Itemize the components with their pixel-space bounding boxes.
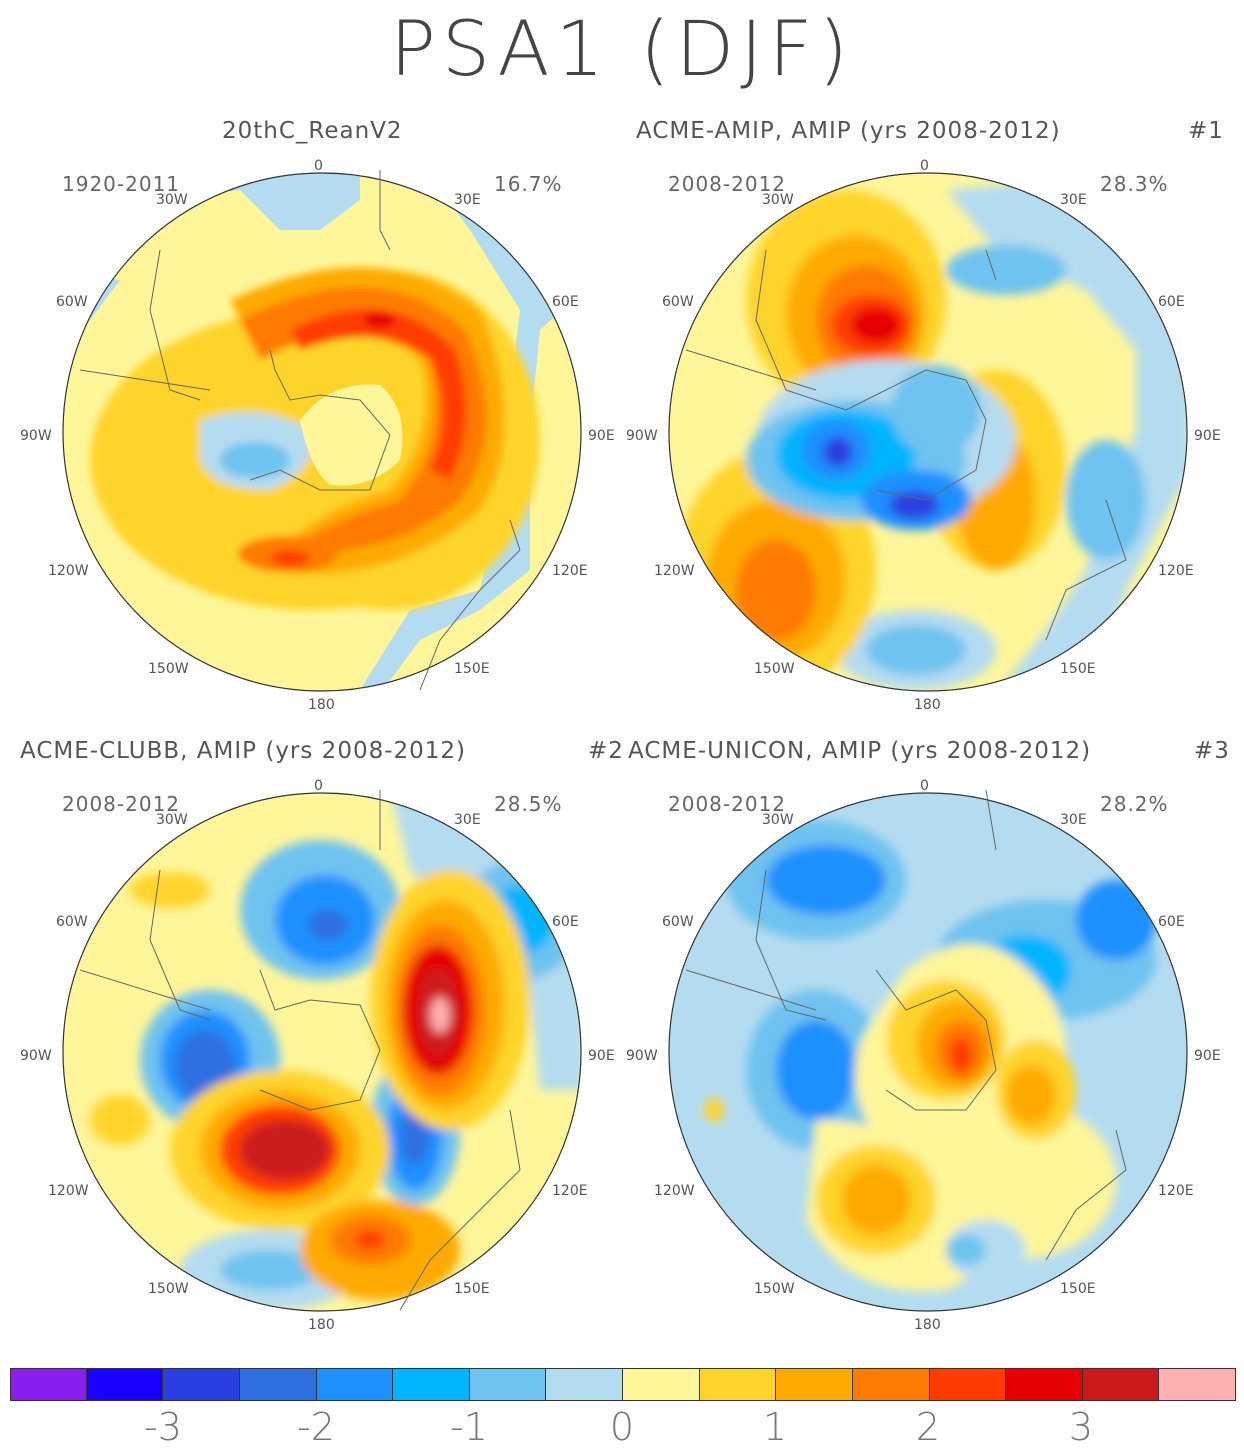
colorbar-tick-label: -3 — [144, 1405, 182, 1449]
lon-label: 90W — [20, 1048, 52, 1064]
lon-label: 30E — [1060, 812, 1087, 828]
lon-label: 150E — [454, 661, 490, 677]
panel-years-3: 2008-2012 — [62, 792, 181, 816]
lon-label: 150E — [1060, 661, 1096, 677]
lon-label: 120E — [552, 1183, 588, 1199]
colorbar-swatch — [776, 1368, 853, 1401]
lon-label: 90E — [1194, 428, 1221, 444]
colorbar-swatch — [623, 1368, 700, 1401]
lon-label: 180 — [914, 1317, 941, 1333]
lon-label: 90E — [588, 1048, 615, 1064]
lon-label: 60W — [662, 294, 694, 310]
lon-label: 90W — [626, 1048, 658, 1064]
panel-years-2: 2008-2012 — [668, 172, 787, 196]
colorbar-swatch — [316, 1368, 394, 1401]
lon-label: 60E — [552, 914, 579, 930]
panel-tag-4: #3 — [1194, 738, 1230, 764]
lon-label: 150W — [754, 661, 795, 677]
lon-label: 0 — [920, 778, 929, 794]
colorbar-swatch — [86, 1368, 164, 1401]
lon-label: 120E — [1158, 1183, 1194, 1199]
lon-label: 120E — [552, 563, 588, 579]
colorbar-tick-label: 1 — [762, 1405, 788, 1449]
colorbar-swatch — [852, 1368, 930, 1401]
lon-label: 90W — [20, 428, 52, 444]
panel-title-2: ACME-AMIP, AMIP (yrs 2008-2012) — [636, 118, 1061, 144]
lon-label: 180 — [308, 1317, 335, 1333]
lon-label: 150W — [754, 1281, 795, 1297]
colorbar-tick-label: 0 — [609, 1405, 635, 1449]
lon-label: 120W — [654, 563, 695, 579]
lon-label: 60W — [56, 914, 88, 930]
lon-label: 30E — [1060, 192, 1087, 208]
lon-label: 30E — [454, 812, 481, 828]
lon-label: 150E — [454, 1281, 490, 1297]
lon-label: 120W — [654, 1183, 695, 1199]
colorbar-tick-label: 3 — [1068, 1405, 1094, 1449]
colorbar-swatch — [1006, 1368, 1083, 1401]
lon-label: 30W — [156, 812, 188, 828]
lon-label: 60E — [552, 294, 579, 310]
lon-label: 90W — [626, 428, 658, 444]
lon-label: 120W — [48, 563, 89, 579]
panel-title-3: ACME-CLUBB, AMIP (yrs 2008-2012) — [20, 738, 467, 764]
lon-label: 150W — [148, 661, 189, 677]
lon-label: 150W — [148, 1281, 189, 1297]
lon-label: 120E — [1158, 563, 1194, 579]
lon-label: 0 — [920, 158, 929, 174]
map-panel-1 — [60, 170, 584, 694]
lon-label: 180 — [914, 697, 941, 713]
colorbar-swatch — [239, 1368, 317, 1401]
lon-label: 0 — [314, 778, 323, 794]
colorbar-swatch — [929, 1368, 1007, 1401]
lon-label: 60W — [662, 914, 694, 930]
lon-label: 0 — [314, 158, 323, 174]
lon-label: 60E — [1158, 914, 1185, 930]
colorbar-swatch — [393, 1368, 470, 1401]
lon-label: 30W — [156, 192, 188, 208]
panel-years-1: 1920-2011 — [62, 172, 181, 196]
colorbar-swatch — [1082, 1368, 1160, 1401]
colorbar-swatch — [699, 1368, 777, 1401]
lon-label: 60W — [56, 294, 88, 310]
lon-label: 180 — [308, 697, 335, 713]
lon-label: 30W — [762, 192, 794, 208]
lon-label: 30E — [454, 192, 481, 208]
panel-pct-3: 28.5% — [494, 792, 563, 816]
lon-label: 90E — [1194, 1048, 1221, 1064]
colorbar-swatch — [163, 1368, 240, 1401]
figure-title: PSA1 (DJF) — [390, 4, 854, 93]
panel-tag-3: #2 — [588, 738, 624, 764]
colorbar-swatch — [469, 1368, 547, 1401]
map-panel-3 — [60, 790, 584, 1314]
map-panel-4 — [666, 790, 1190, 1314]
panel-years-4: 2008-2012 — [668, 792, 787, 816]
panel-title-4: ACME-UNICON, AMIP (yrs 2008-2012) — [628, 738, 1092, 764]
colorbar-tick-label: -1 — [450, 1405, 488, 1449]
panel-pct-2: 28.3% — [1100, 172, 1169, 196]
lon-label: 90E — [588, 428, 615, 444]
panel-pct-4: 28.2% — [1100, 792, 1169, 816]
colorbar-swatch — [546, 1368, 623, 1401]
map-panel-2 — [666, 170, 1190, 694]
colorbar-tick-label: -2 — [297, 1405, 335, 1449]
lon-label: 30W — [762, 812, 794, 828]
colorbar-tick-label: 2 — [915, 1405, 941, 1449]
colorbar-swatch — [1159, 1368, 1236, 1401]
panel-title-1: 20thC_ReanV2 — [222, 118, 403, 144]
lon-label: 120W — [48, 1183, 89, 1199]
colorbar-swatch — [10, 1368, 87, 1401]
lon-label: 150E — [1060, 1281, 1096, 1297]
lon-label: 60E — [1158, 294, 1185, 310]
colorbar — [10, 1368, 1236, 1401]
panel-tag-2: #1 — [1188, 118, 1224, 144]
panel-pct-1: 16.7% — [494, 172, 563, 196]
